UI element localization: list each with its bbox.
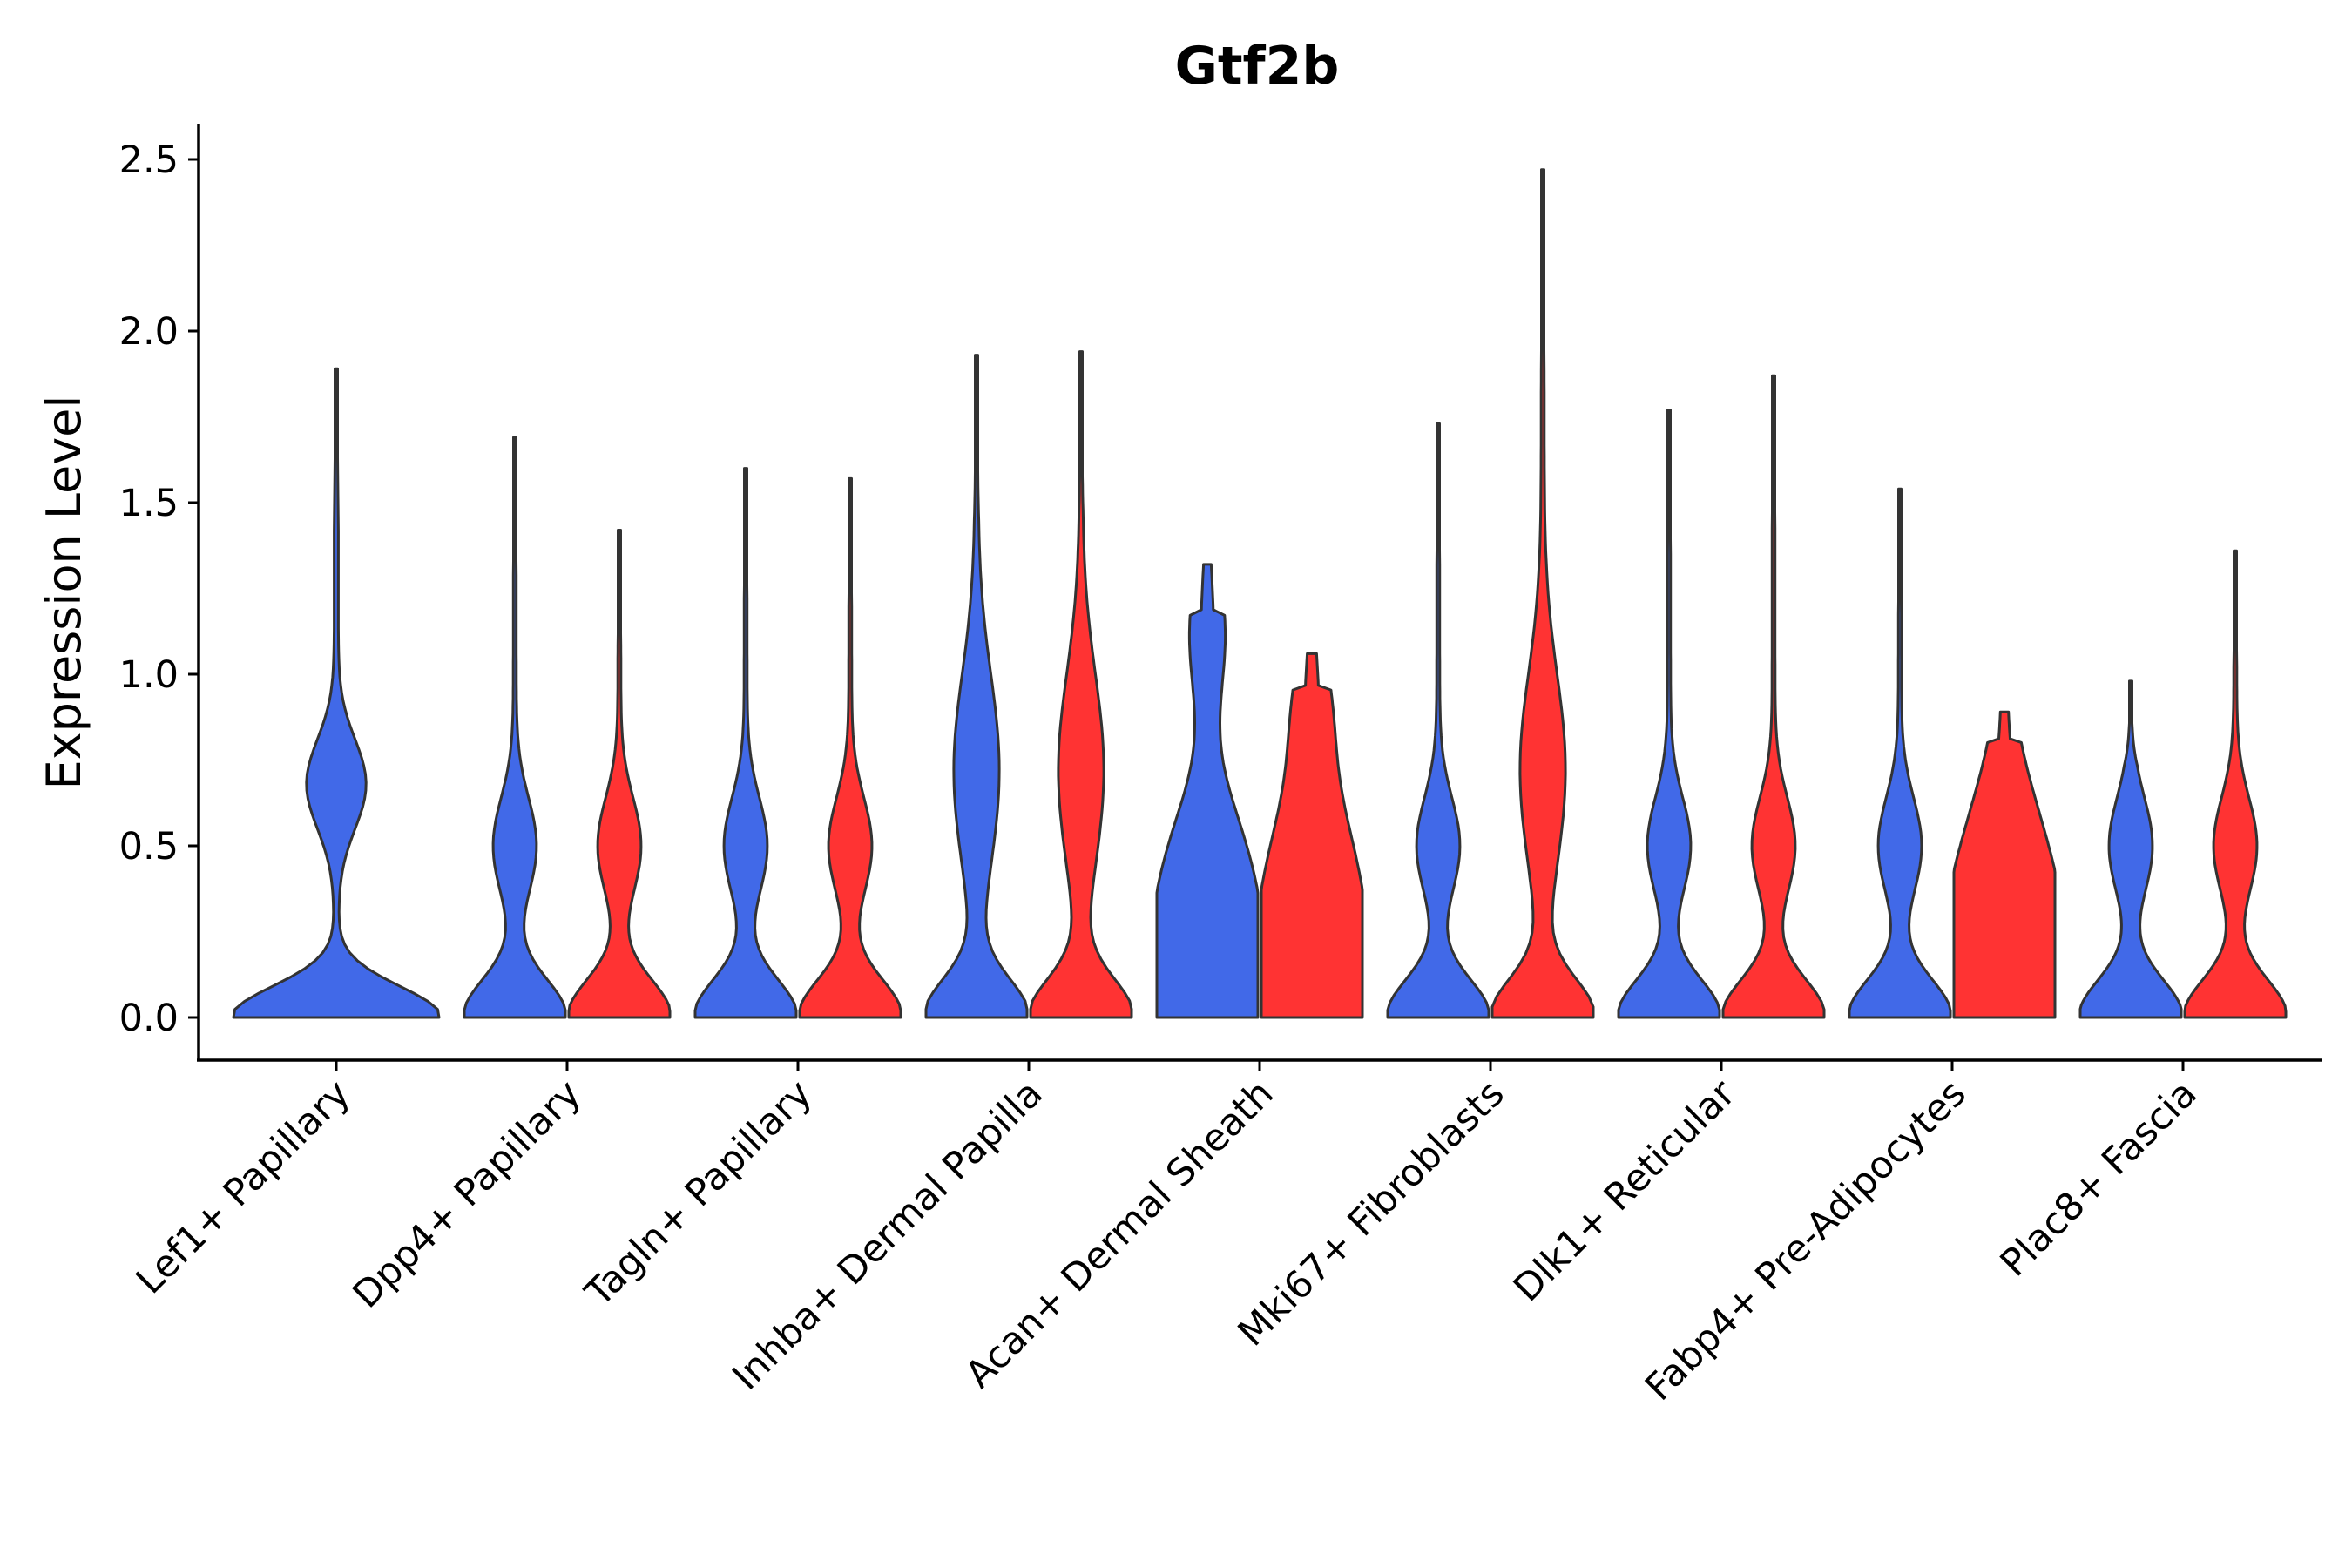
violin-blue <box>1848 487 1952 1019</box>
violin-blue <box>232 367 441 1019</box>
y-axis-ticks: 0.0 0.5 1.0 1.5 2.0 2.5 <box>119 139 199 1040</box>
violin-blue <box>2078 679 2183 1019</box>
y-tick-label: 2.5 <box>119 139 179 182</box>
y-tick-label: 2.0 <box>119 310 179 354</box>
y-axis-label: Expression Level <box>37 395 91 790</box>
violin-red <box>1721 374 1826 1019</box>
x-tick-label: Dpp4+ Papillary <box>345 1071 590 1316</box>
y-tick-label: 0.0 <box>119 997 179 1040</box>
x-tick-label: Lef1+ Papillary <box>128 1071 359 1302</box>
y-tick-label: 1.5 <box>119 482 179 525</box>
violin-blue <box>1617 409 1721 1019</box>
violin-blue <box>1155 563 1260 1019</box>
x-tick-label: Tagln+ Papillary <box>577 1071 821 1315</box>
violin-red <box>1029 350 1133 1019</box>
violin-red <box>1952 710 2057 1019</box>
y-tick-label: 0.5 <box>119 825 179 868</box>
violin-red <box>798 476 902 1019</box>
violin-red <box>1490 168 1595 1019</box>
violin-blue <box>693 467 798 1019</box>
violin-red <box>567 529 672 1019</box>
violin-red <box>2183 549 2288 1019</box>
violin-blue <box>463 436 567 1019</box>
violin-red <box>1260 652 1364 1019</box>
x-tick-label: Mki67+ Fibroblasts <box>1230 1071 1513 1355</box>
violin-blue <box>924 354 1029 1019</box>
x-tick-label: Plac8+ Fascia <box>1992 1071 2206 1285</box>
chart-title: Gtf2b <box>1175 36 1340 97</box>
violins <box>232 168 2288 1019</box>
x-tick-label: Dlk1+ Reticular <box>1505 1071 1744 1310</box>
violin-blue <box>1386 422 1490 1019</box>
y-tick-label: 1.0 <box>119 653 179 697</box>
